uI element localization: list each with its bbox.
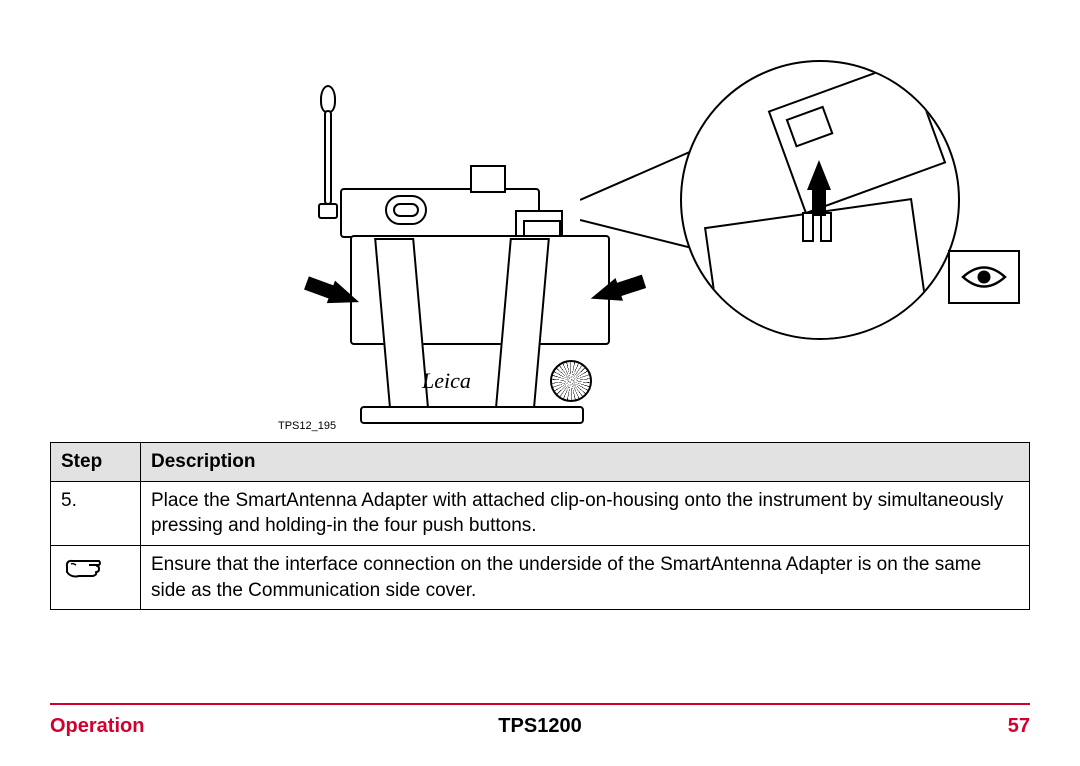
footer-model: TPS1200 [498, 715, 581, 738]
figure-area: Leica [50, 30, 1030, 430]
instrument-body: Leica [290, 70, 620, 420]
detail-callout-circle [680, 60, 960, 340]
brand-label: Leica [422, 368, 471, 394]
col-header-step: Step [51, 443, 141, 482]
tribrach-base [360, 406, 584, 424]
carry-handle-inner [393, 203, 419, 217]
observe-indicator [948, 250, 1020, 304]
focus-dial [550, 360, 592, 402]
clip-housing-small [470, 165, 506, 193]
table-row: 5. Place the SmartAntenna Adapter with a… [51, 481, 1030, 545]
pointing-hand-icon [61, 552, 101, 582]
antenna-base [318, 203, 338, 219]
step-number-cell: 5. [51, 481, 141, 545]
figure-caption: TPS12_195 [278, 420, 336, 432]
step-icon-cell [51, 545, 141, 609]
step-description-cell: Ensure that the interface connection on … [141, 545, 1030, 609]
footer-page-number: 57 [1008, 715, 1030, 738]
antenna-shaft [324, 110, 332, 205]
adapter-top-plate [340, 188, 540, 238]
instrument-illustration: Leica [260, 50, 980, 430]
detail-arrow-up-icon [807, 160, 831, 190]
manual-page: Leica [0, 0, 1080, 766]
footer-section-title: Operation [50, 715, 144, 738]
footer-row: Operation TPS1200 57 [50, 715, 1030, 738]
table-header-row: Step Description [51, 443, 1030, 482]
step-description-table: Step Description 5. Place the SmartAnten… [50, 442, 1030, 610]
detail-adapter-underside [768, 60, 947, 214]
antenna-tip [320, 85, 336, 113]
step-description-cell: Place the SmartAntenna Adapter with atta… [141, 481, 1030, 545]
table-row: Ensure that the interface connection on … [51, 545, 1030, 609]
detail-connector-pins [802, 212, 832, 242]
footer-rule [50, 703, 1030, 705]
eye-icon [961, 262, 1007, 292]
page-footer: Operation TPS1200 57 [50, 703, 1030, 738]
col-header-description: Description [141, 443, 1030, 482]
